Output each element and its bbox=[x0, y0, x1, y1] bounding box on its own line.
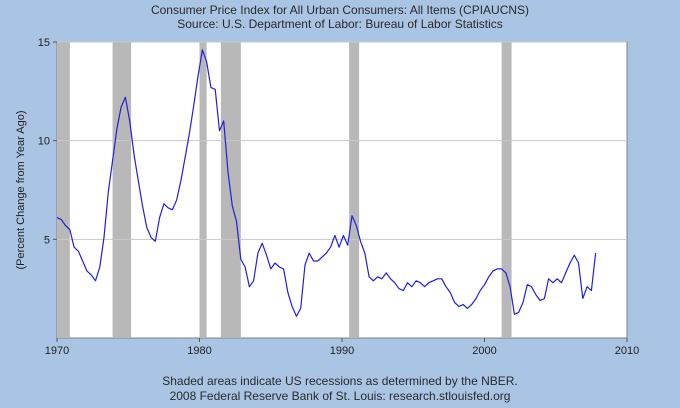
recession-band bbox=[501, 42, 512, 338]
y-axis-label: (Percent Change from Year Ago) bbox=[15, 111, 27, 270]
x-tick-label: 1990 bbox=[330, 345, 354, 357]
recession-band bbox=[57, 42, 70, 338]
credit-line: 2008 Federal Reserve Bank of St. Louis: … bbox=[169, 389, 511, 403]
y-tick-label: 10 bbox=[38, 136, 50, 148]
y-tick-label: 5 bbox=[44, 234, 50, 246]
series-layer bbox=[56, 49, 597, 317]
recession-bands bbox=[57, 42, 512, 338]
x-tick-label: 2010 bbox=[615, 345, 639, 357]
plot-area bbox=[56, 41, 628, 339]
series-line-cpi bbox=[56, 49, 597, 317]
recession-note: Shaded areas indicate US recessions as d… bbox=[162, 374, 518, 388]
y-tick-label: 15 bbox=[38, 37, 50, 49]
recession-band bbox=[349, 42, 360, 338]
x-tick-label: 1980 bbox=[187, 345, 211, 357]
axes: 1970 1980 1990 2000 2010 5 10 15 bbox=[38, 37, 639, 357]
chart-subtitle: Source: U.S. Department of Labor: Bureau… bbox=[177, 17, 503, 31]
x-tick-label: 1970 bbox=[45, 345, 69, 357]
x-tick-label: 2000 bbox=[472, 345, 496, 357]
recession-band bbox=[112, 42, 132, 338]
recession-band bbox=[199, 42, 207, 338]
chart-title: Consumer Price Index for All Urban Consu… bbox=[150, 3, 530, 17]
